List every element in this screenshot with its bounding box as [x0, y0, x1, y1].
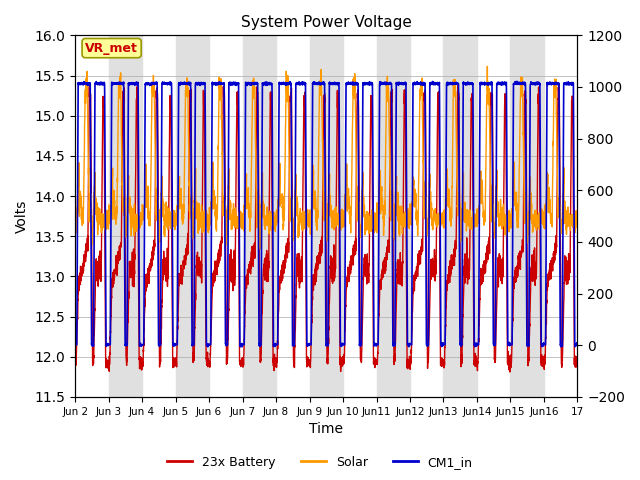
Bar [376, 36, 410, 397]
Legend: 23x Battery, Solar, CM1_in: 23x Battery, Solar, CM1_in [163, 451, 477, 474]
Bar [511, 36, 544, 397]
Bar [175, 36, 209, 397]
Bar [243, 36, 276, 397]
Y-axis label: Volts: Volts [15, 200, 29, 233]
Bar [310, 36, 343, 397]
Title: System Power Voltage: System Power Voltage [241, 15, 412, 30]
Bar [109, 36, 142, 397]
Text: VR_met: VR_met [85, 42, 138, 55]
Bar [444, 36, 477, 397]
X-axis label: Time: Time [309, 422, 343, 436]
